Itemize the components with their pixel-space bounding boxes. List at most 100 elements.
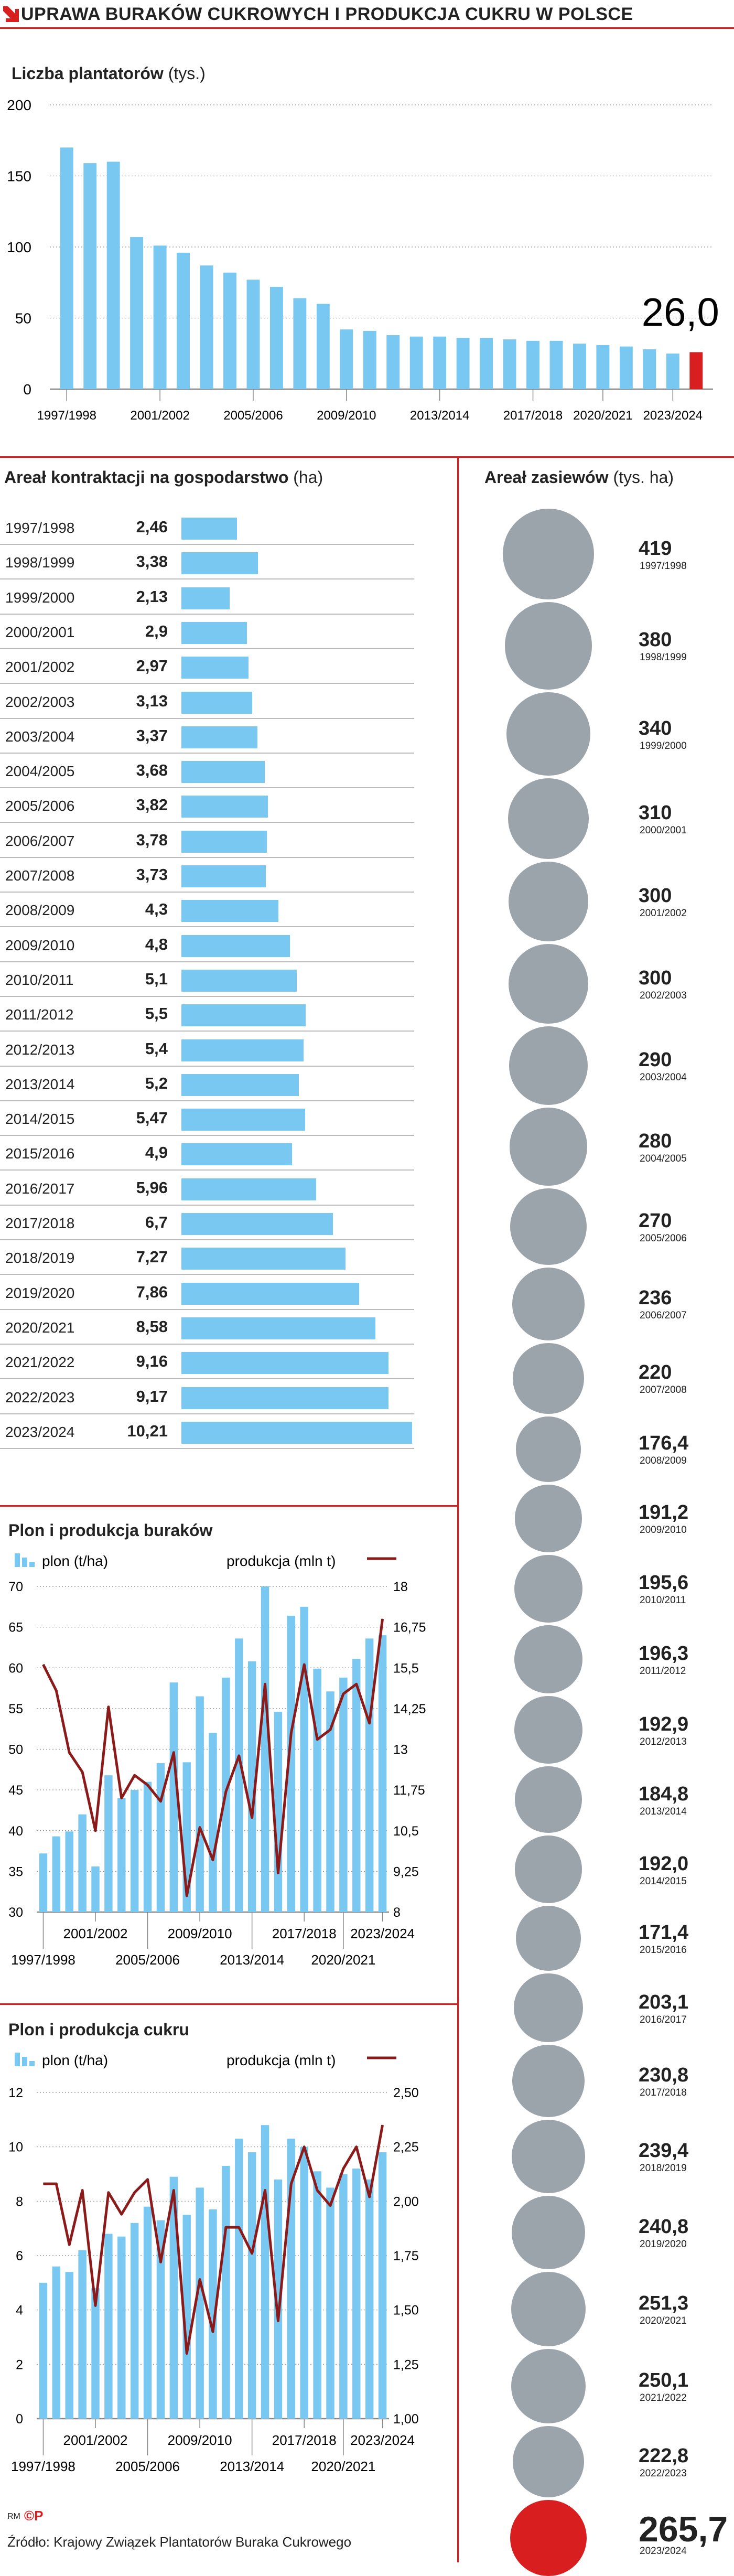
- cu-bar: [326, 2187, 334, 2419]
- y-tick-label: 50: [15, 310, 31, 327]
- y-right-tick-label: 9,25: [393, 1864, 419, 1879]
- bubble-year: 2023/2024: [640, 2545, 687, 2557]
- bubble-year: 2001/2002: [640, 908, 687, 919]
- plantatorzy-bar: [316, 304, 330, 389]
- kontraktacja-row: 2014/2015 5,47: [0, 1101, 414, 1136]
- zasiewy-bubble: [506, 692, 590, 776]
- y-left-tick-label: 30: [8, 1905, 23, 1920]
- y-left-tick-label: 10: [8, 2140, 23, 2155]
- zasiewy-bubble: [508, 944, 589, 1024]
- kontraktacja-bar: [181, 1109, 305, 1131]
- plantatorzy-bar: [60, 147, 73, 389]
- cu-bar: [339, 2174, 348, 2419]
- bu-bar: [104, 1775, 113, 1912]
- plantatorzy-bar: [689, 352, 703, 389]
- bu-line-point: [69, 1752, 70, 1753]
- bubble-year: 2003/2004: [640, 1072, 687, 1083]
- kontraktacja-row: 2013/2014 5,2: [0, 1067, 414, 1101]
- row-year: 2002/2003: [5, 693, 75, 710]
- bubble-value: 203,1: [639, 1991, 689, 2013]
- bubble-year: 2022/2023: [640, 2467, 687, 2479]
- row-year: 1998/1999: [5, 554, 75, 571]
- row-value: 6,7: [145, 1213, 168, 1231]
- y-left-tick-label: 50: [8, 1743, 23, 1757]
- kontraktacja-row: 2007/2008 3,73: [0, 858, 414, 893]
- row-value: 5,4: [145, 1039, 168, 1058]
- kontraktacja-bar: [181, 1248, 346, 1270]
- row-value: 10,21: [127, 1421, 168, 1440]
- row-value: 2,9: [145, 621, 168, 640]
- row-year: 2001/2002: [5, 659, 75, 675]
- kontraktacja-row: 2010/2011 5,1: [0, 962, 414, 997]
- row-year: 2015/2016: [5, 1145, 75, 1162]
- bubble-year: 2014/2015: [640, 1875, 687, 1887]
- plantatorzy-bar: [456, 338, 470, 389]
- row-divider: [0, 1274, 414, 1275]
- row-year: 2008/2009: [5, 902, 75, 919]
- y-right-tick-label: 2,25: [393, 2140, 419, 2155]
- row-divider: [0, 1308, 414, 1310]
- cu-bar: [352, 2169, 361, 2419]
- legend-bar-icon: [15, 2053, 20, 2066]
- row-divider: [0, 683, 414, 684]
- bubble-value: 220: [639, 1361, 672, 1384]
- y-right-tick-label: 13: [393, 1743, 408, 1757]
- row-divider: [0, 1065, 414, 1067]
- zasiewy-bubble: [508, 778, 589, 860]
- zasiewy-bubble: [508, 862, 589, 942]
- kontraktacja-bar: [181, 587, 230, 609]
- plantatorzy-bar: [386, 335, 400, 389]
- y-right-tick-label: 1,00: [393, 2412, 419, 2427]
- x-tick-label: 2013/2014: [220, 1952, 284, 1968]
- bubble-value: 192,9: [639, 1713, 689, 1735]
- kontraktacja-row: 1999/2000 2,13: [0, 580, 414, 615]
- row-value: 3,78: [136, 830, 168, 849]
- kontraktacja-row: 1997/1998 2,46: [0, 510, 414, 545]
- bu-line-point: [56, 1690, 57, 1691]
- zasiewy-bubble: [512, 2425, 584, 2497]
- zasiewy-bubble: [510, 1188, 587, 1265]
- plantatorzy-bar: [200, 265, 213, 389]
- kontraktacja-row: 2008/2009 4,3: [0, 893, 414, 928]
- cu-bar: [182, 2215, 191, 2419]
- row-year: 2007/2008: [5, 867, 75, 884]
- x-tick-label: 1997/1998: [37, 409, 96, 423]
- cu-bar: [169, 2176, 178, 2419]
- plantatorzy-bar: [269, 286, 283, 389]
- kontraktacja-bar: [181, 1143, 293, 1166]
- cu-line-point: [225, 2227, 226, 2228]
- kontraktacja-bar: [181, 761, 265, 783]
- row-value: 3,68: [136, 761, 168, 780]
- cu-bar: [117, 2236, 126, 2419]
- cu-bar: [91, 2288, 100, 2419]
- plantatorzy-bar: [596, 345, 610, 389]
- row-value: 4,9: [145, 1143, 168, 1162]
- cu-line-point: [356, 2146, 357, 2148]
- y-left-tick-label: 4: [16, 2303, 23, 2318]
- bubble-year: 2019/2020: [640, 2238, 687, 2250]
- kontraktacja-bar: [181, 1178, 316, 1200]
- bu-bar: [287, 1615, 296, 1912]
- row-value: 5,1: [145, 969, 168, 988]
- plantatorzy-bar: [409, 336, 423, 389]
- y-left-tick-label: 45: [8, 1783, 23, 1798]
- row-value: 7,86: [136, 1282, 168, 1301]
- bubble-value: 380: [639, 629, 672, 651]
- bubble-year: 1998/1999: [640, 652, 687, 663]
- page-title: UPRAWA BURAKÓW CUKROWYCH I PRODUKCJA CUK…: [21, 4, 633, 24]
- row-value: 3,82: [136, 796, 168, 814]
- zasiewy-bubble: [513, 1343, 584, 1414]
- row-year: 2006/2007: [5, 832, 75, 849]
- bu-line-point: [225, 1791, 226, 1792]
- kontraktacja-bar: [181, 657, 249, 679]
- row-year: 2003/2004: [5, 728, 75, 745]
- kontraktacja-bar: [181, 796, 268, 818]
- buraki-chart: plon (t/ha) produkcja (mln t) 30 8 35 9,25 40 1…: [8, 1553, 426, 1968]
- bu-bar: [39, 1853, 48, 1912]
- zasiewy-bubble: [509, 1026, 588, 1105]
- bubble-value: 230,8: [639, 2064, 689, 2087]
- bu-bar: [52, 1836, 61, 1912]
- y-tick-label: 100: [7, 239, 31, 255]
- kontraktacja-bar: [181, 1039, 304, 1061]
- bu-bar: [378, 1635, 387, 1912]
